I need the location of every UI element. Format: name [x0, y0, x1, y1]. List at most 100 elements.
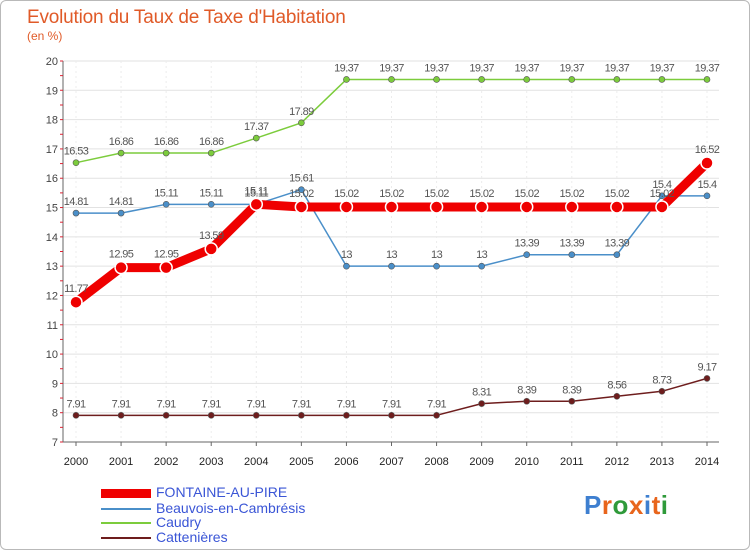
- data-point: [568, 76, 576, 83]
- data-point: [388, 262, 395, 270]
- logo-letter: t: [651, 490, 661, 520]
- data-point: [117, 412, 125, 419]
- data-label: 7.91: [337, 398, 356, 410]
- data-point: [252, 412, 260, 419]
- data-point: [703, 76, 711, 83]
- data-label: 16.86: [199, 136, 224, 148]
- data-label: 16.86: [109, 136, 134, 148]
- data-point: [519, 200, 534, 214]
- data-point: [565, 200, 579, 214]
- data-label: 13.39: [605, 238, 630, 250]
- x-tick-label: 2000: [64, 456, 88, 468]
- data-label: 15.02: [650, 188, 675, 200]
- data-label: 8.73: [652, 374, 671, 386]
- data-label: 7.91: [292, 398, 311, 410]
- x-tick-label: 2008: [424, 456, 448, 468]
- data-label: 19.37: [650, 62, 675, 74]
- data-label: 19.37: [334, 62, 359, 74]
- data-point: [700, 156, 714, 170]
- data-label: 19.37: [605, 62, 630, 74]
- y-tick-label: 17: [46, 144, 58, 156]
- data-label: 12.95: [154, 249, 179, 261]
- x-tick-label: 2013: [650, 456, 674, 468]
- logo-letter: i: [660, 490, 669, 520]
- data-point: [658, 192, 666, 200]
- data-point: [523, 251, 531, 259]
- y-tick-label: 20: [46, 56, 58, 68]
- data-label: 13: [431, 249, 443, 261]
- y-tick-label: 12: [46, 290, 58, 302]
- data-label: 17.37: [244, 121, 269, 133]
- data-point: [523, 397, 531, 405]
- legend-label-cattenieres: Cattenières: [156, 529, 228, 545]
- data-point: [159, 260, 173, 275]
- data-label: 17.89: [289, 106, 314, 118]
- data-point: [207, 201, 215, 208]
- data-label: 12.95: [109, 249, 134, 261]
- data-label: 13: [476, 249, 488, 261]
- data-label: 7.91: [382, 398, 401, 410]
- data-label: 11.77: [64, 283, 88, 295]
- y-tick-label: 9: [52, 378, 58, 390]
- series-catteni-res: 7.91 7.91 7.91 7.91 7.91 7.91 7.91 7.91 7.91 8.31…: [66, 361, 718, 419]
- data-label: 19.37: [695, 62, 720, 74]
- data-point: [298, 186, 305, 193]
- y-tick-label: 8: [52, 408, 58, 420]
- data-point: [610, 200, 624, 214]
- data-point: [429, 200, 444, 214]
- y-tick-label: 7: [52, 437, 58, 449]
- data-label: 16.53: [64, 146, 89, 158]
- data-point: [117, 209, 125, 217]
- data-point: [114, 260, 128, 275]
- legend-label-beauvois: Beauvois-en-Cambrésis: [156, 500, 306, 516]
- x-tick-label: 2010: [514, 456, 538, 468]
- data-point: [703, 192, 711, 200]
- series-fontaine-au-pire: 11.77 12.95 12.95 13.59 15.11 15.02 15.02 15.02…: [64, 144, 720, 309]
- legend-swatch-cattenieres: [101, 537, 151, 539]
- data-point: [384, 200, 399, 214]
- x-tick-label: 2005: [289, 456, 313, 468]
- data-point: [294, 200, 309, 214]
- data-label: 7.91: [247, 398, 266, 410]
- y-tick-label: 11: [47, 320, 58, 332]
- data-label: 15.02: [560, 188, 585, 200]
- data-label: 13.39: [560, 238, 585, 250]
- legend-swatch-beauvois: [101, 508, 151, 510]
- series-beauvois-en-cambr-sis: 14.81 14.81 15.11 15.11 15.11 15.61 13 13 13 13 13…: [64, 173, 718, 270]
- data-label: 15.02: [379, 188, 404, 200]
- data-label: 8.39: [517, 384, 536, 396]
- x-tick-label: 2004: [244, 456, 268, 468]
- x-tick-label: 2006: [334, 456, 358, 468]
- data-point: [523, 76, 531, 83]
- x-tick-label: 2009: [469, 456, 493, 468]
- data-label: 7.91: [112, 398, 131, 410]
- logo-letter: i: [643, 490, 652, 520]
- y-tick-label: 15: [46, 203, 58, 215]
- data-label: 15.4: [652, 179, 671, 191]
- data-point: [162, 412, 170, 419]
- data-point: [388, 412, 395, 419]
- data-label: 15.02: [289, 188, 314, 200]
- data-label: 15.11: [244, 185, 268, 197]
- x-tick-label: 2002: [154, 456, 178, 468]
- data-label: 7.91: [157, 398, 176, 410]
- data-label: 15.02: [424, 188, 449, 200]
- data-label: 13: [386, 249, 398, 261]
- data-label: 15.02: [605, 188, 630, 200]
- data-label: 7.91: [202, 398, 221, 410]
- y-tick-label: 14: [46, 232, 58, 244]
- data-point: [69, 295, 83, 309]
- data-point: [433, 262, 440, 270]
- data-point: [298, 119, 305, 127]
- x-tick-label: 2007: [379, 456, 403, 468]
- data-point: [478, 262, 485, 270]
- data-point: [658, 387, 666, 395]
- data-point: [252, 134, 260, 142]
- data-point: [478, 76, 485, 83]
- data-point: [207, 412, 215, 419]
- data-point: [613, 76, 621, 83]
- data-label: 15.02: [469, 188, 494, 200]
- y-tick-label: 16: [46, 173, 58, 185]
- data-label: 15.02: [334, 188, 359, 200]
- logo-letter: o: [612, 490, 629, 520]
